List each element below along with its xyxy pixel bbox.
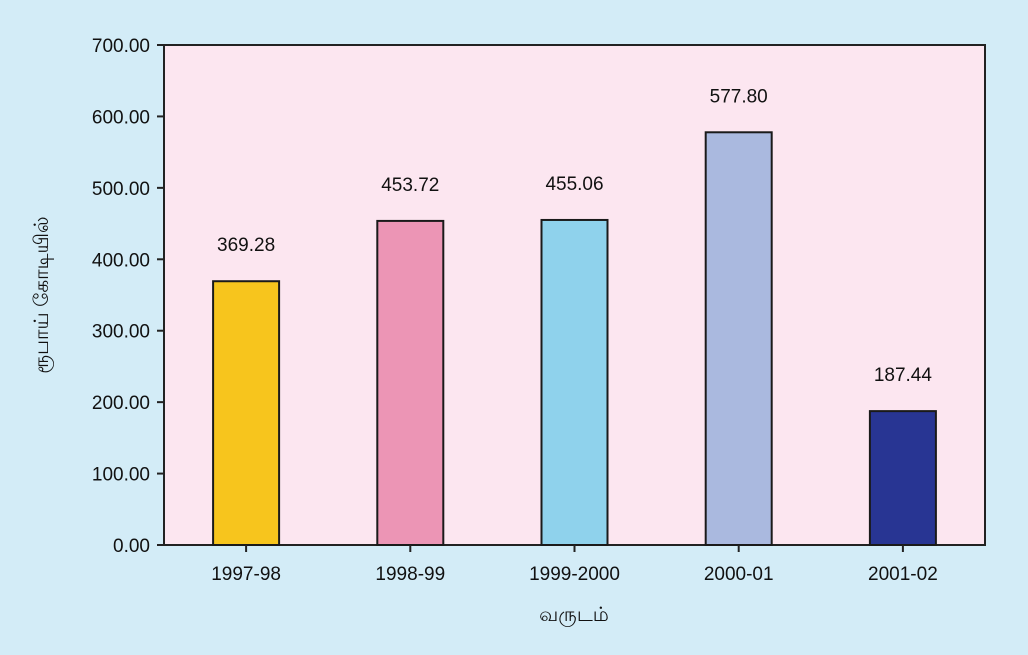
bar-1997-98 (212, 280, 281, 546)
x-tick-label: 2000-01 (704, 564, 774, 585)
bars-group: 369.28 453.72 455.06 577.80 187.44 (212, 86, 937, 547)
bar-2001-02 (868, 410, 937, 546)
data-label: 369.28 (217, 235, 275, 256)
y-tick-label: 0.00 (113, 536, 150, 557)
data-label: 453.72 (381, 175, 439, 196)
bar-1999-2000 (540, 218, 609, 546)
y-tick-label: 300.00 (92, 322, 150, 343)
x-tick-label: 1998-99 (375, 564, 445, 585)
data-label: 455.06 (545, 174, 603, 195)
y-tick-label: 100.00 (92, 465, 150, 486)
x-tick-label: 1999-2000 (529, 564, 620, 585)
y-axis: 0.00 100.00 200.00 300.00 400.00 500.00 600.00… (92, 36, 164, 557)
y-tick-label: 600.00 (92, 107, 150, 128)
y-tick-label: 200.00 (92, 393, 150, 414)
y-tick-label: 400.00 (92, 250, 150, 271)
x-tick-label: 1997-98 (211, 564, 281, 585)
y-tick-label: 500.00 (92, 179, 150, 200)
x-tick-label: 2001-02 (868, 564, 938, 585)
bar-1998-99 (376, 219, 445, 547)
y-axis-title: ரூபாய் கோடியில் (31, 216, 54, 373)
x-axis-title: வருடம் (539, 604, 609, 627)
x-axis: 1997-98 1998-99 1999-2000 2000-01 2001-02 (211, 545, 938, 585)
data-label: 187.44 (874, 365, 933, 386)
data-label: 577.80 (710, 86, 768, 107)
bar-2000-01 (704, 131, 773, 547)
y-tick-label: 700.00 (92, 36, 150, 57)
